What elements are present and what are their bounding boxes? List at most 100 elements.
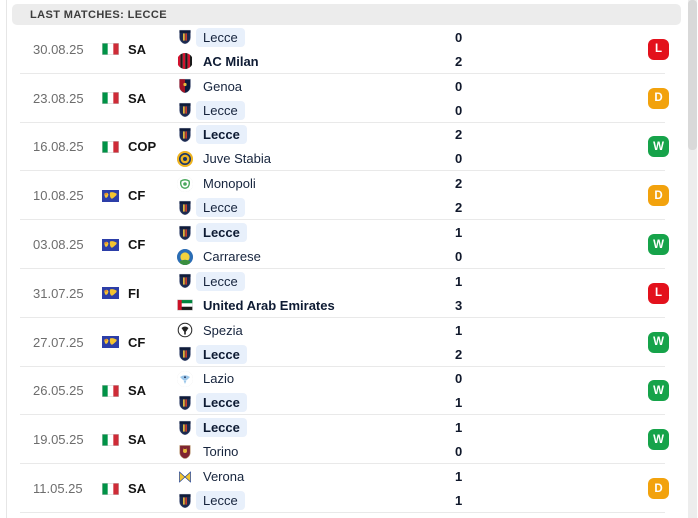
home-team-line: Lecce <box>177 416 455 440</box>
teams-cell: Monopoli Lecce <box>177 172 455 220</box>
scores-cell: 2 0 <box>455 123 648 171</box>
home-team-line: Lecce <box>177 25 455 49</box>
competition-cell: COP <box>102 139 177 154</box>
ac-milan-crest-icon <box>177 53 193 70</box>
match-row[interactable]: 31.07.25 FI Lecce United Arab Emirates 1… <box>0 269 669 318</box>
competition-code: SA <box>128 481 147 497</box>
teams-cell: Lecce AC Milan <box>177 25 455 73</box>
lecce-crest-icon <box>177 395 193 411</box>
competition-code: CF <box>128 237 146 253</box>
home-team-name: Lecce <box>196 125 247 145</box>
scores-cell: 1 0 <box>455 221 648 269</box>
italy-flag-icon <box>102 140 119 153</box>
home-team-name: Lazio <box>203 371 235 387</box>
result-badge: L <box>648 282 669 304</box>
teams-cell: Genoa Lecce <box>177 74 455 122</box>
row-separator <box>20 414 665 416</box>
row-separator <box>20 511 665 513</box>
lecce-crest-icon <box>177 102 193 118</box>
world-flag-icon <box>102 287 119 300</box>
result-badge: W <box>648 234 669 256</box>
away-team-line: Lecce <box>177 196 455 220</box>
lecce-crest-icon <box>177 200 193 216</box>
match-row[interactable]: 26.05.25 SA Lazio Lecce 0 1 W <box>0 367 669 416</box>
competition-code: FI <box>128 285 140 301</box>
teams-cell: Spezia Lecce <box>177 318 455 366</box>
teams-cell: Lecce United Arab Emirates <box>177 269 455 317</box>
result-badge: D <box>648 185 669 207</box>
scores-cell: 0 2 <box>455 25 648 73</box>
row-separator <box>20 170 665 172</box>
away-team-line: Torino <box>177 440 455 464</box>
match-date: 19.05.25 <box>33 432 84 448</box>
genoa-crest-icon <box>177 78 193 94</box>
monopoli-crest-icon <box>177 175 193 192</box>
competition-cell: SA <box>102 432 177 447</box>
away-team-name: Lecce <box>196 100 245 120</box>
competition-code: SA <box>128 432 147 448</box>
away-score: 0 <box>455 249 463 265</box>
home-team-name: Monopoli <box>203 176 256 192</box>
lecce-crest-icon <box>177 273 193 289</box>
world-flag-icon <box>102 336 119 349</box>
scrollbar-thumb[interactable] <box>688 0 697 150</box>
competition-code: SA <box>128 90 147 106</box>
away-team-name: Lecce <box>196 198 245 218</box>
competition-cell: SA <box>102 91 177 106</box>
row-separator <box>20 72 665 74</box>
row-separator <box>20 121 665 123</box>
match-date: 23.08.25 <box>33 90 84 106</box>
away-team-line: Carrarese <box>177 245 455 269</box>
match-row[interactable]: 11.05.25 SA Verona Lecce 1 1 D <box>0 464 669 513</box>
competition-cell: FI <box>102 286 177 301</box>
world-flag-icon <box>102 189 119 202</box>
match-date: 11.05.25 <box>33 481 83 497</box>
competition-cell: SA <box>102 383 177 398</box>
away-score: 2 <box>455 346 463 362</box>
competition-cell: SA <box>102 42 177 57</box>
match-row[interactable]: 23.08.25 SA Genoa Lecce 0 0 D <box>0 74 669 123</box>
home-team-line: Lecce <box>177 221 455 245</box>
away-score: 1 <box>455 493 463 509</box>
lecce-crest-icon <box>177 346 193 362</box>
away-score: 0 <box>455 444 463 460</box>
last-matches-header: LAST MATCHES: LECCE <box>12 4 681 25</box>
teams-cell: Lazio Lecce <box>177 367 455 415</box>
match-row[interactable]: 19.05.25 SA Lecce Torino 1 0 W <box>0 415 669 465</box>
competition-cell: CF <box>102 188 177 203</box>
scores-cell: 2 2 <box>455 172 648 220</box>
match-date: 10.08.25 <box>33 188 84 204</box>
away-score: 2 <box>455 200 463 216</box>
row-separator <box>20 219 665 221</box>
match-row[interactable]: 03.08.25 CF Lecce Carrarese 1 0 W <box>0 220 669 269</box>
home-team-line: Genoa <box>177 74 455 98</box>
match-row[interactable]: 16.08.25 COP Lecce Juve Stabia 2 0 W <box>0 123 669 172</box>
lecce-crest-icon <box>177 29 193 45</box>
match-row[interactable]: 27.07.25 CF Spezia Lecce 1 2 W <box>0 318 669 367</box>
competition-code: COP <box>128 139 157 155</box>
away-score: 2 <box>455 53 463 69</box>
home-score: 1 <box>455 273 463 289</box>
last-matches-title: LAST MATCHES: LECCE <box>30 8 167 21</box>
competition-code: CF <box>128 188 146 204</box>
away-team-line: AC Milan <box>177 49 455 73</box>
away-team-name: Lecce <box>196 344 247 364</box>
home-score: 1 <box>455 420 463 436</box>
world-flag-icon <box>102 238 119 251</box>
match-date: 16.08.25 <box>33 139 84 155</box>
home-score: 1 <box>455 469 463 485</box>
result-badge: D <box>648 478 669 500</box>
match-row[interactable]: 10.08.25 CF Monopoli Lecce 2 2 D <box>0 171 669 221</box>
home-team-line: Verona <box>177 465 455 489</box>
italy-flag-icon <box>102 433 119 446</box>
away-team-name: Lecce <box>196 393 247 413</box>
away-team-name: Juve Stabia <box>203 151 271 167</box>
home-team-line: Lazio <box>177 367 455 391</box>
match-row[interactable]: 30.08.25 SA Lecce AC Milan 0 2 L <box>0 25 669 74</box>
result-badge: L <box>648 38 669 60</box>
match-date: 30.08.25 <box>33 41 84 57</box>
scrollbar-track[interactable] <box>688 0 697 518</box>
carrarese-crest-icon <box>177 248 193 265</box>
home-team-name: Lecce <box>196 271 245 291</box>
